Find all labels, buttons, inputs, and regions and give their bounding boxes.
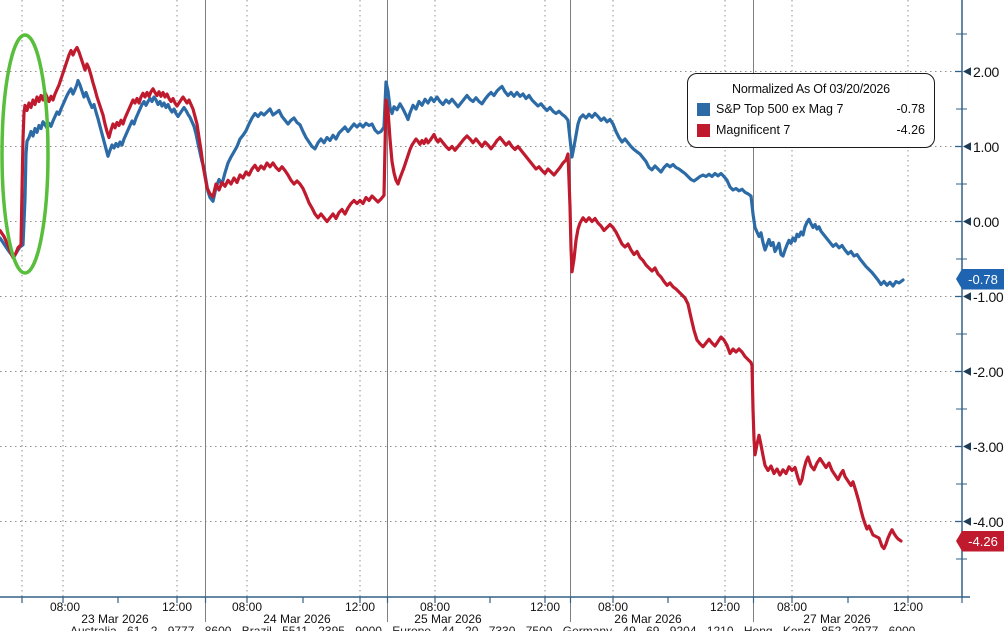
- y-tick-arrow-icon: [963, 217, 971, 226]
- y-axis-tick-label: 2.00: [973, 63, 1000, 80]
- chart-legend: Normalized As Of 03/20/2026 S&P Top 500 …: [687, 73, 935, 148]
- x-axis-date-label: 26 Mar 2026: [614, 612, 682, 626]
- y-tick-arrow-icon: [963, 142, 971, 151]
- blue-series-swatch-icon: [697, 103, 710, 116]
- x-axis-time-label: 08:00: [776, 600, 808, 614]
- x-axis-time-label: 12:00: [709, 600, 741, 614]
- legend-row-sp500-ex-mag7: S&P Top 500 ex Mag 7 -0.78: [697, 99, 925, 120]
- y-axis-tick-label: -2.00: [973, 363, 1004, 380]
- legend-title: Normalized As Of 03/20/2026: [732, 82, 890, 96]
- x-axis-time-label: 08:00: [231, 600, 263, 614]
- x-axis-time-label: 12:00: [529, 600, 561, 614]
- y-axis-tick-label: -4.00: [973, 513, 1004, 530]
- legend-series-value: -0.78: [896, 102, 926, 116]
- x-axis-time-label: 08:00: [49, 600, 81, 614]
- y-axis-tick-label: -1.00: [973, 288, 1004, 305]
- y-tick-arrow-icon: [963, 367, 971, 376]
- y-axis-tick-label: -3.00: [973, 438, 1004, 455]
- x-axis-time-label: 08:00: [419, 600, 451, 614]
- y-tick-arrow-icon: [963, 67, 971, 76]
- y-axis-tick-label: 1.00: [973, 138, 1000, 155]
- red-series-swatch-icon: [697, 124, 710, 137]
- legend-series-name: S&P Top 500 ex Mag 7: [716, 102, 844, 116]
- x-axis-date-label: 24 Mar 2026: [263, 612, 331, 626]
- x-axis-time-label: 08:00: [597, 600, 629, 614]
- highlight-ellipse-annotation: [0, 33, 50, 275]
- footer-clipped-text: Australia 61 2 9777 8600 Brazil 5511 239…: [70, 624, 916, 631]
- x-axis-date-label: 23 Mar 2026: [81, 612, 149, 626]
- legend-series-name: Magnificent 7: [716, 123, 791, 137]
- legend-row-magnificent7: Magnificent 7 -4.26: [697, 120, 925, 141]
- x-axis-time-label: 12:00: [892, 600, 924, 614]
- last-price-badge-blue: -0.78: [956, 268, 1004, 290]
- x-axis-time-label: 12:00: [161, 600, 193, 614]
- x-axis-date-label: 25 Mar 2026: [414, 612, 482, 626]
- x-axis-date-label: 27 Mar 2026: [803, 612, 871, 626]
- series-line-sp500-ex-mag7: [0, 78, 905, 288]
- series-line-magnificent7: [0, 45, 903, 551]
- x-axis-time-label: 12:00: [344, 600, 376, 614]
- y-tick-arrow-icon: [963, 292, 971, 301]
- y-tick-arrow-icon: [963, 517, 971, 526]
- y-tick-arrow-icon: [963, 442, 971, 451]
- last-price-badge-red: -4.26: [956, 530, 1004, 552]
- y-axis-tick-label: 0.00: [973, 213, 1000, 230]
- legend-series-value: -4.26: [896, 123, 926, 137]
